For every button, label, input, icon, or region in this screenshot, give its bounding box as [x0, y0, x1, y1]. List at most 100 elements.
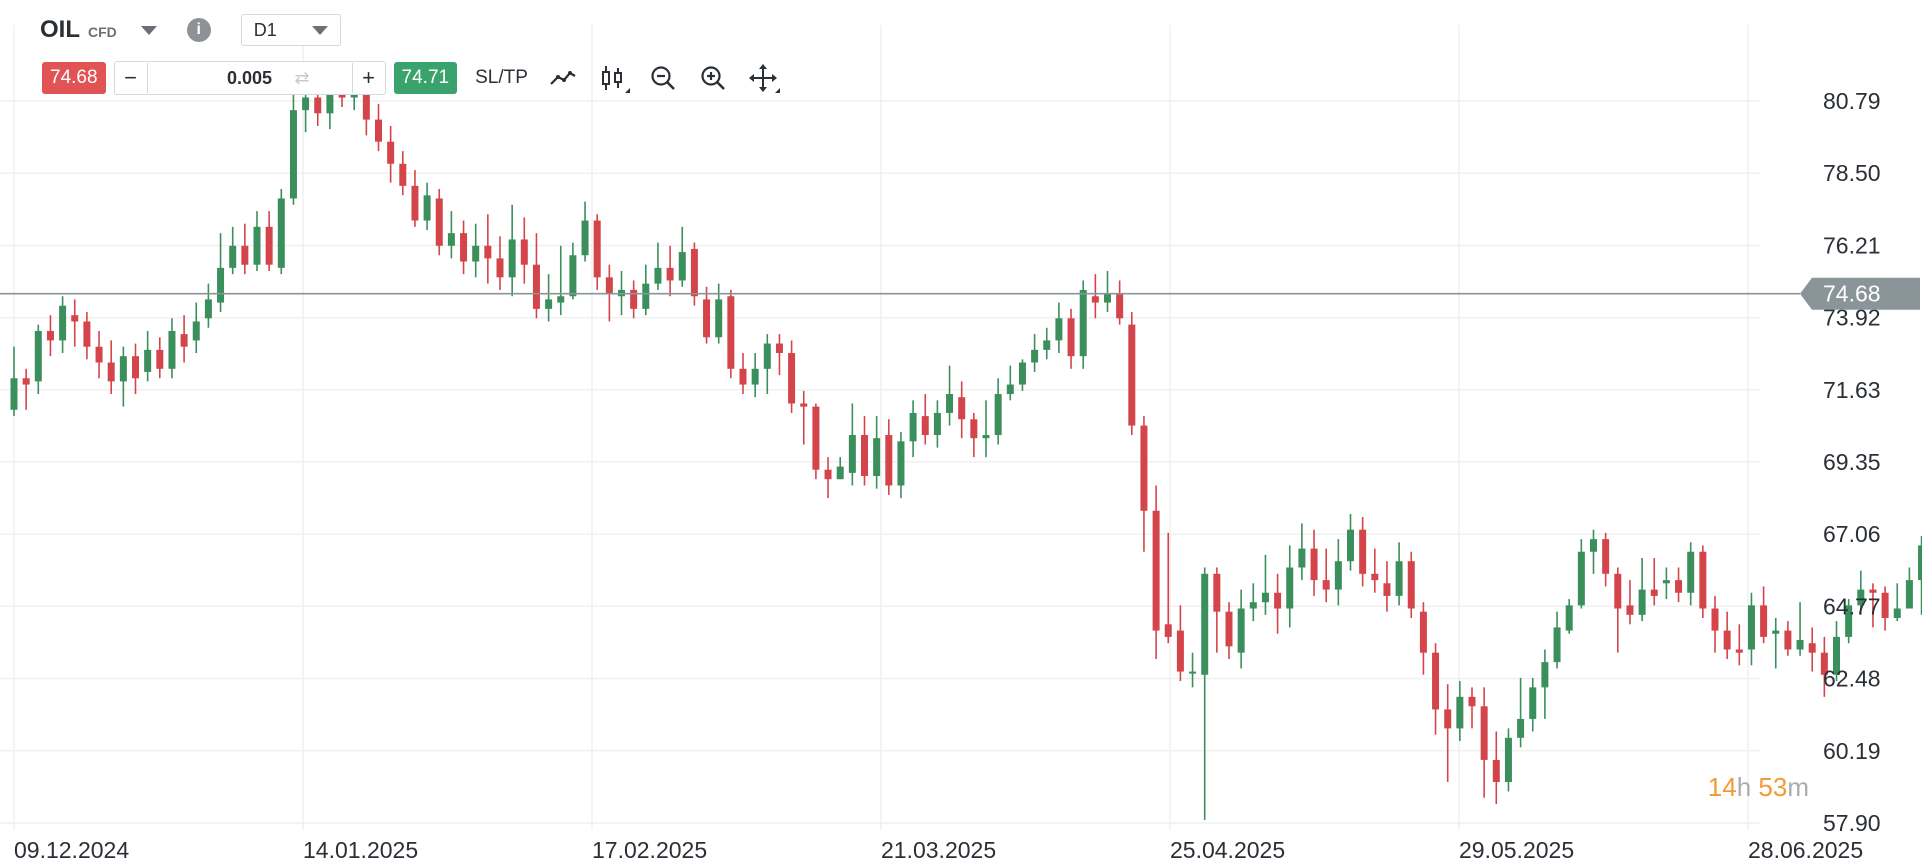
candle [59, 296, 67, 354]
current-price-text: 74.68 [1823, 281, 1881, 307]
candle [569, 242, 577, 300]
symbol-toolbar: OIL CFD i D1 [40, 12, 341, 48]
candle [666, 245, 674, 297]
candle [933, 400, 941, 448]
candle [690, 242, 698, 306]
candle [1176, 605, 1184, 682]
candle [1650, 558, 1658, 606]
candle [1529, 677, 1537, 732]
move-icon[interactable] [748, 63, 780, 93]
y-tick-label: 69.35 [1823, 449, 1881, 475]
x-tick-label: 09.12.2024 [14, 837, 129, 863]
candlestick-icon[interactable] [598, 63, 630, 93]
candle [10, 346, 18, 417]
candle [1359, 517, 1367, 587]
candle [496, 236, 504, 290]
candle [921, 394, 929, 445]
candle [836, 457, 844, 480]
candle [265, 211, 273, 272]
info-icon[interactable]: i [186, 18, 211, 42]
candle [241, 223, 249, 275]
candle [654, 242, 662, 290]
y-tick-label: 60.19 [1823, 738, 1881, 764]
candle [885, 419, 893, 495]
zoom-out-icon[interactable] [648, 63, 678, 93]
candle [1225, 602, 1233, 659]
candle [1760, 586, 1768, 644]
countdown-hours: 14 [1707, 772, 1737, 802]
candle [1091, 274, 1099, 319]
candle [22, 368, 30, 410]
candle [375, 103, 382, 152]
candle [1675, 567, 1683, 603]
candle [204, 283, 212, 328]
candle [861, 416, 868, 486]
candle [703, 286, 711, 344]
zoom-in-icon[interactable] [698, 63, 728, 93]
candle [1006, 365, 1014, 401]
candle [472, 223, 480, 278]
increase-quantity-button[interactable]: + [351, 63, 385, 93]
candle [1517, 677, 1525, 748]
candle [1298, 523, 1306, 581]
candle [715, 283, 723, 344]
x-axis: 09.12.2024 14.01.2025 17.02.2025 21.03.2025… [14, 837, 1863, 863]
sltp-button[interactable]: SL/TP [475, 67, 528, 88]
candle [1456, 681, 1464, 741]
candle [95, 330, 103, 379]
swap-icon[interactable]: ⇄ [294, 67, 310, 88]
line-chart-icon[interactable] [548, 63, 578, 93]
symbol-name[interactable]: OIL [40, 16, 80, 43]
countdown-hours-unit: h [1736, 772, 1752, 802]
decrease-quantity-button[interactable]: − [115, 63, 148, 93]
candle [1261, 554, 1269, 615]
candle [1067, 308, 1075, 369]
sell-price-button[interactable]: 74.68 [42, 62, 106, 94]
candle [1444, 684, 1452, 782]
candle [1638, 558, 1646, 622]
y-tick-label: 71.63 [1823, 377, 1881, 403]
current-price-label[interactable]: 74.68 [1800, 277, 1920, 310]
timeframe-select[interactable]: D1 [240, 14, 341, 46]
candle [253, 211, 261, 272]
candle [217, 233, 225, 313]
x-tick-label: 29.05.2025 [1459, 837, 1574, 863]
candle [727, 289, 735, 379]
candle [1845, 599, 1853, 644]
buy-price-button[interactable]: 74.71 [393, 62, 458, 94]
candle [848, 403, 856, 486]
candle [1286, 545, 1294, 628]
candle [71, 299, 79, 347]
candle [180, 315, 188, 363]
y-tick-label: 62.48 [1823, 666, 1881, 692]
candle [119, 346, 127, 407]
candle [1808, 627, 1816, 672]
quantity-stepper: − ⇄ + [113, 61, 386, 95]
candle [484, 214, 492, 284]
candle [1784, 621, 1792, 656]
candle [812, 403, 820, 480]
y-tick-label: 57.90 [1823, 810, 1881, 836]
candle [1407, 551, 1415, 618]
chevron-down-icon [311, 25, 328, 35]
candle [593, 214, 601, 290]
candle [387, 125, 395, 183]
candle [1553, 611, 1561, 669]
candle [800, 390, 808, 445]
candle [1140, 416, 1148, 552]
candle [581, 201, 589, 262]
candle [1043, 327, 1051, 360]
candle [1699, 545, 1707, 618]
move-options-icon [774, 88, 780, 93]
y-axis: 80.7978.5076.2173.9271.6369.3567.0664.77… [1800, 88, 1920, 836]
candle [1383, 561, 1391, 612]
candle [83, 312, 91, 360]
y-tick-label: 78.50 [1823, 160, 1881, 186]
symbol-dropdown-icon[interactable] [140, 25, 157, 35]
candle [423, 182, 431, 231]
quantity-input[interactable] [147, 62, 352, 94]
chart-grid [0, 25, 1760, 830]
candle [873, 416, 881, 489]
candle [1626, 580, 1634, 625]
